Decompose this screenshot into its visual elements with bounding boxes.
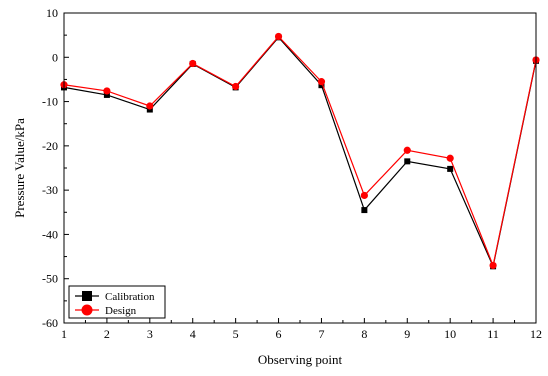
data-point [317,78,326,86]
y-tick-label: -30 [42,183,58,197]
y-tick-label: 10 [46,6,58,20]
data-point [232,82,240,91]
x-tick-label: 7 [318,327,324,341]
data-point [403,146,411,154]
y-tick-label: 0 [52,50,58,64]
data-point [146,102,154,110]
y-tick-label: -60 [42,316,58,330]
x-tick-label: 4 [190,327,196,341]
x-tick-label: 10 [444,327,456,341]
x-axis-title: Observing point [258,352,343,367]
legend-marker [82,291,92,301]
x-tick-label: 8 [361,327,367,341]
x-tick-label: 2 [104,327,110,341]
legend-item: Calibration [75,291,155,303]
x-tick-label: 5 [233,327,239,341]
series-line [63,35,537,268]
series-line [63,36,537,269]
legend-label: Calibration [105,291,155,303]
y-tick-label: -20 [42,139,58,153]
y-tick-label: -10 [42,95,58,109]
legend-label: Design [105,305,137,317]
legend: Calibration Design [68,285,166,319]
series-design [60,32,540,270]
data-point [103,91,110,98]
data-point [489,261,497,270]
x-tick-label: 3 [147,327,153,341]
x-tick-label: 12 [530,327,542,341]
x-tick-label: 6 [276,327,282,341]
x-tick-label: 9 [404,327,410,341]
y-tick-label: -40 [42,227,58,241]
data-point [447,165,454,172]
legend-marker [81,304,93,316]
x-tick-label: 11 [487,327,499,341]
data-point [103,87,111,95]
series-layer [60,32,540,270]
data-point [404,158,411,165]
data-point [189,59,197,68]
y-axis-title: Pressure Value/kPa [12,118,27,218]
series-calibration [61,34,539,270]
legend-item: Design [75,304,137,317]
data-point [274,32,283,41]
y-tick-label: -50 [42,272,58,286]
data-point [361,207,368,214]
data-point [360,191,368,200]
data-point [446,154,454,162]
x-tick-label: 1 [61,327,67,341]
